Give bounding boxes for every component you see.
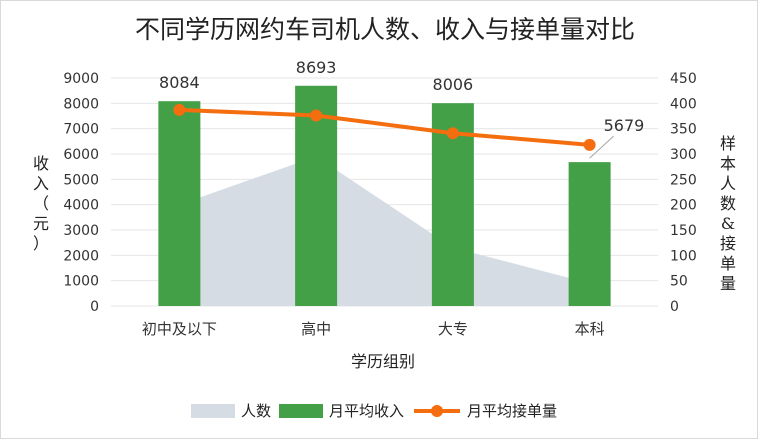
legend-swatch-income (279, 404, 323, 418)
legend-label-income: 月平均收入 (329, 402, 404, 420)
area-series-layer (179, 156, 590, 306)
x-axis-title: 学历组别 (351, 352, 415, 371)
left-tick-label: 9000 (63, 71, 99, 87)
bar-data-label: 5679 (604, 116, 645, 135)
left-tick-label: 6000 (63, 147, 99, 163)
x-axis-ticks: 初中及以下 高中 大专 本科 (142, 320, 605, 338)
line-point-orders (583, 138, 596, 151)
right-tick-label: 300 (670, 147, 697, 163)
bar-data-label: 8006 (433, 75, 474, 94)
left-tick-label: 1000 (63, 274, 99, 290)
right-tick-label: 200 (670, 198, 697, 214)
line-point-orders (173, 103, 186, 116)
area-series-renshu (179, 156, 590, 306)
right-tick-label: 50 (670, 274, 688, 290)
data-label-leader-line (589, 135, 614, 159)
bar-data-label: 8084 (159, 73, 200, 92)
bar-monthly-income (568, 162, 611, 306)
bar-data-label: 8693 (296, 58, 337, 77)
right-tick-label: 150 (670, 223, 697, 239)
right-axis-title: 样本人数&接单量 (720, 134, 736, 293)
line-series-layer (173, 103, 596, 151)
data-labels: 8084 8693 8006 5679 (159, 58, 645, 159)
left-tick-label: 4000 (63, 198, 99, 214)
legend-swatch-renshu (191, 404, 235, 418)
left-tick-label: 8000 (63, 96, 99, 112)
bar-monthly-income (295, 85, 338, 306)
left-axis-title: 收入（元） (33, 154, 49, 253)
legend: 人数 月平均收入 月平均接单量 (191, 402, 557, 420)
left-tick-label: 7000 (63, 122, 99, 138)
left-tick-label: 3000 (63, 223, 99, 239)
legend-label-renshu: 人数 (241, 402, 271, 420)
x-tick-label: 高中 (301, 320, 331, 338)
right-tick-label: 400 (670, 96, 697, 112)
x-tick-label: 本科 (575, 320, 605, 338)
left-tick-label: 0 (90, 299, 99, 315)
legend-label-orders: 月平均接单量 (467, 402, 557, 420)
line-point-orders (310, 109, 323, 122)
right-tick-label: 0 (670, 299, 679, 315)
left-tick-label: 5000 (63, 172, 99, 188)
left-tick-label: 2000 (63, 248, 99, 264)
bar-monthly-income (158, 101, 201, 307)
right-axis-ticks: 0 50 100 150 200 250 300 350 400 450 (670, 71, 697, 315)
line-point-orders (446, 127, 459, 140)
right-tick-label: 350 (670, 122, 697, 138)
legend-marker-orders (431, 405, 443, 417)
right-tick-label: 450 (670, 71, 697, 87)
right-tick-label: 250 (670, 172, 697, 188)
line-series-orders (179, 107, 590, 147)
chart-title: 不同学历网约车司机人数、收入与接单量对比 (135, 15, 635, 44)
x-tick-label: 初中及以下 (142, 320, 217, 338)
x-tick-label: 大专 (438, 320, 468, 338)
left-axis-ticks: 0 1000 2000 3000 4000 5000 6000 7000 8000 9000 (63, 71, 99, 315)
bar-series-layer (158, 85, 611, 307)
right-tick-label: 100 (670, 248, 697, 264)
